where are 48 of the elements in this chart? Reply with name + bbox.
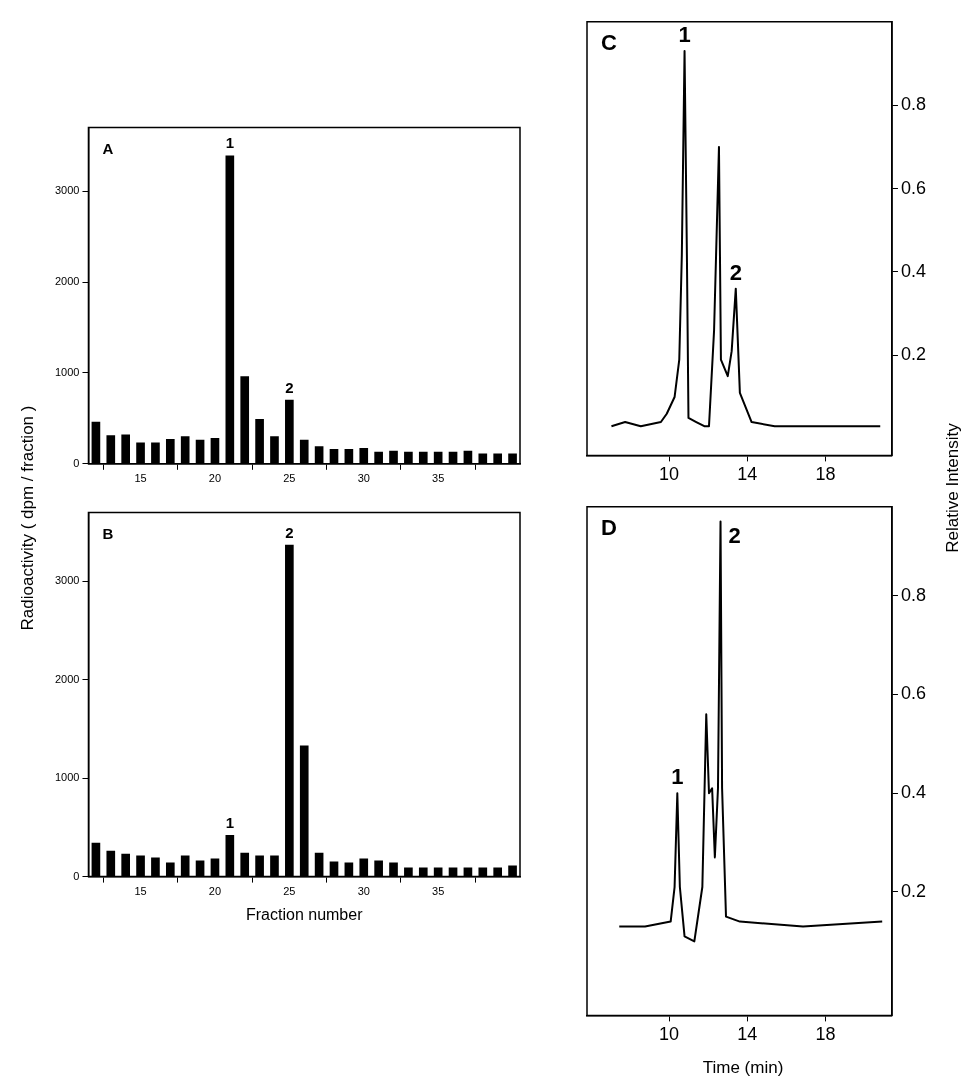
y-tick-label: 0 <box>73 456 80 469</box>
x-tick-label: 14 <box>737 1024 758 1045</box>
x-tick-label: 35 <box>432 885 445 898</box>
y-axis-title: Radioactivity ( dpm / fraction ) <box>18 405 38 631</box>
y-tick-label: 0.8 <box>900 584 927 605</box>
annotation: C <box>601 29 617 55</box>
x-tick-label: 15 <box>134 472 147 485</box>
annotation: 2 <box>728 522 741 548</box>
annotation: 1 <box>671 764 684 790</box>
x-tick-label: 10 <box>659 1024 680 1045</box>
x-tick-label: 15 <box>134 885 147 898</box>
annotation: D <box>601 514 617 540</box>
annotation: 1 <box>678 22 691 48</box>
y-tick-label: 0 <box>73 869 80 882</box>
y-tick-label: 3000 <box>54 574 80 587</box>
x-tick-label: 20 <box>208 472 222 485</box>
annotation: 2 <box>729 259 742 285</box>
annotation: 1 <box>225 813 235 831</box>
annotation: 2 <box>285 523 294 541</box>
annotation: 2 <box>285 378 294 396</box>
y-tick-label: 0.2 <box>900 880 927 901</box>
x-tick-label: 25 <box>283 472 296 485</box>
annotation: B <box>102 524 114 542</box>
y-tick-label: 0.2 <box>900 344 927 365</box>
y-tick-label: 1000 <box>54 771 80 784</box>
x-tick-label: 20 <box>208 885 222 898</box>
y-tick-label: 0.6 <box>900 177 927 198</box>
x-tick-label: 18 <box>815 1024 836 1045</box>
annotation: A <box>102 139 114 157</box>
y-tick-label: 0.4 <box>900 782 927 803</box>
x-tick-label: 25 <box>283 885 296 898</box>
x-tick-label: 35 <box>432 472 445 485</box>
x-axis-title: Fraction number <box>245 905 364 923</box>
y-tick-label: 0.4 <box>900 260 927 281</box>
y-tick-label: 0.6 <box>900 683 927 704</box>
x-tick-label: 10 <box>659 464 680 485</box>
x-tick-label: 30 <box>357 885 370 898</box>
y-tick-label: 2000 <box>54 672 80 685</box>
x-tick-label: 14 <box>737 464 758 485</box>
x-tick-label: 18 <box>815 464 836 485</box>
y-tick-label: 3000 <box>54 184 80 197</box>
y-tick-label: 2000 <box>54 275 80 288</box>
annotation: 1 <box>225 134 235 152</box>
x-axis-title: Time (min) <box>702 1058 784 1078</box>
y-tick-label: 0.8 <box>900 94 927 115</box>
y-tick-label: 1000 <box>54 365 80 378</box>
y-axis-title: Relative Intensity <box>943 423 963 553</box>
x-tick-label: 30 <box>357 472 370 485</box>
